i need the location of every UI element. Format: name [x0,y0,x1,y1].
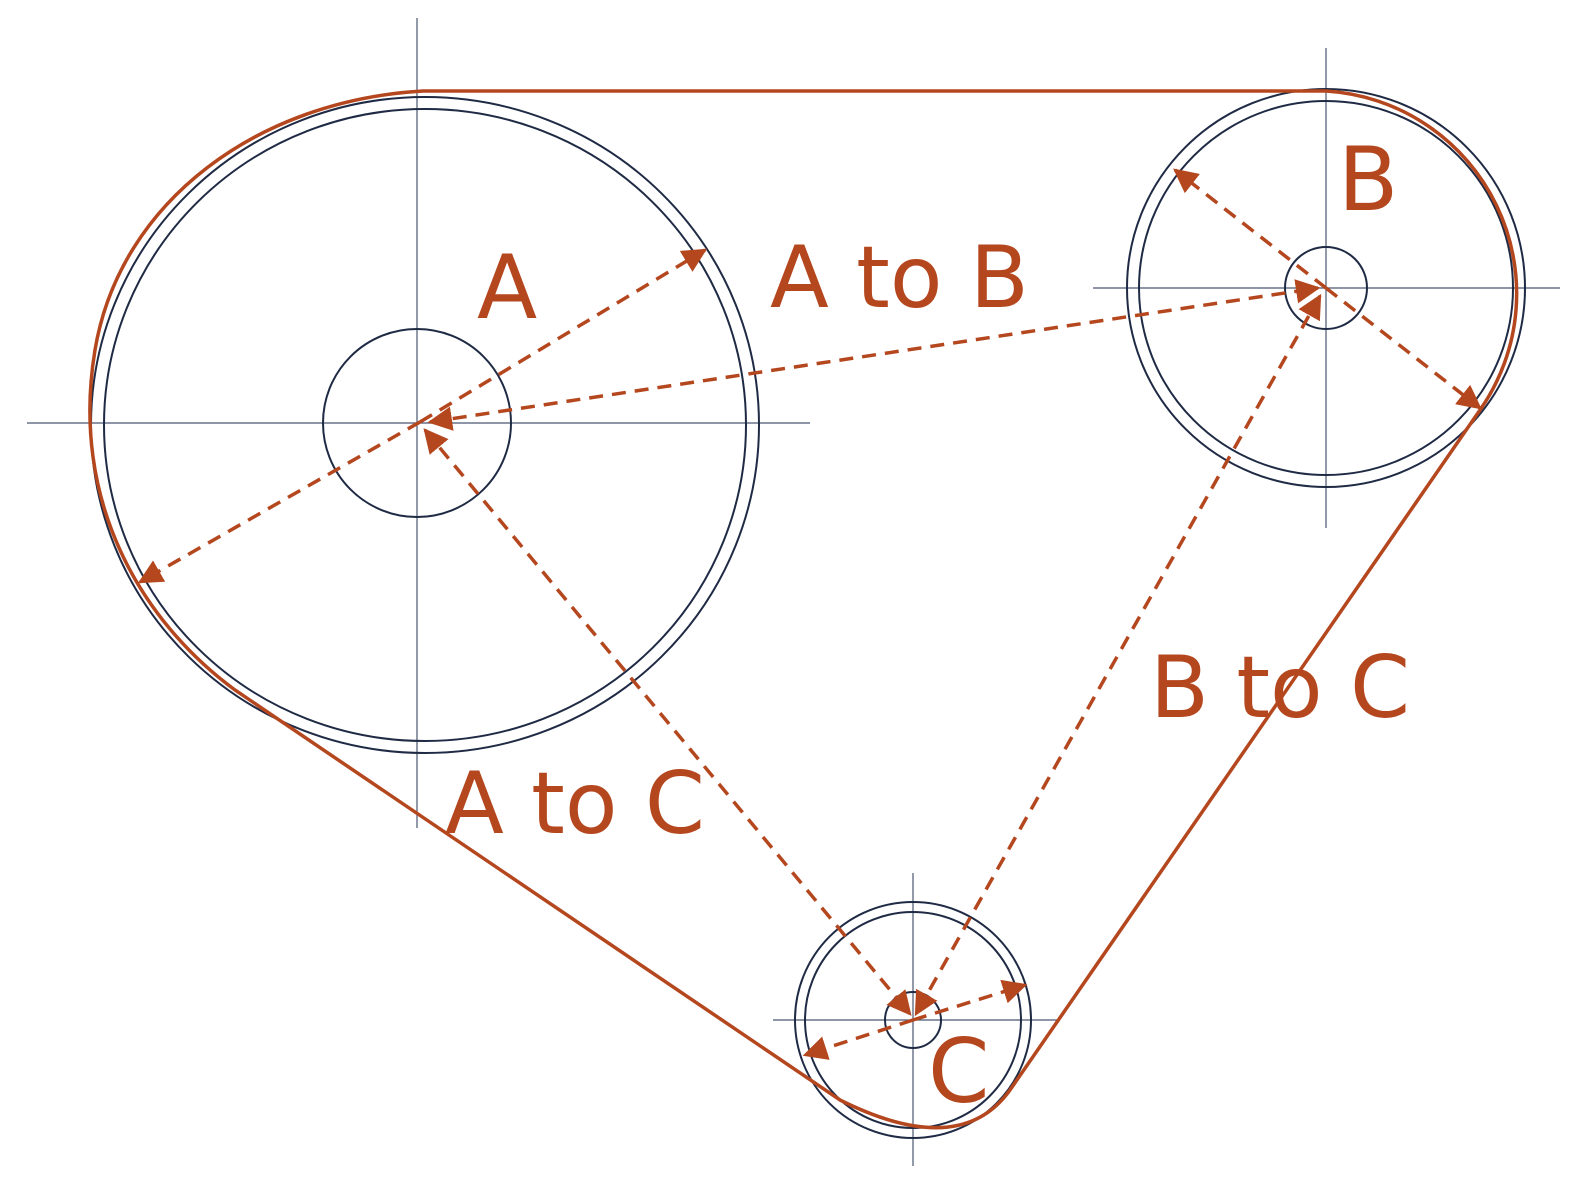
radius-b-arrow-upper [1173,168,1328,290]
radius-a-arrow-lower [137,420,421,584]
pulley-a-label: A [477,236,537,339]
a-to-c-label: A to C [445,754,705,854]
radius-a-arrow-upper [419,248,708,424]
pulley-b-label: B [1338,128,1398,231]
pulley-c-label: C [928,1020,989,1123]
radius-c-arrow-right [912,979,1028,1022]
a-to-c-dimension [423,428,912,1016]
radius-c-arrow-left [802,1018,914,1060]
pulley-c-outer-rim [794,901,1032,1139]
pulley-a-inner-rim [103,108,747,742]
a-to-b-label: A to B [770,228,1029,328]
b-to-c-label: B to C [1150,638,1410,738]
dimension-lines [137,168,1482,1060]
pulley-c-hub [884,991,942,1049]
pulley-c [794,901,1032,1139]
belt [88,89,1519,1130]
centerlines [27,18,1560,1166]
pulley-c-inner-rim [804,911,1022,1129]
radius-b-arrow-lower [1324,286,1482,410]
